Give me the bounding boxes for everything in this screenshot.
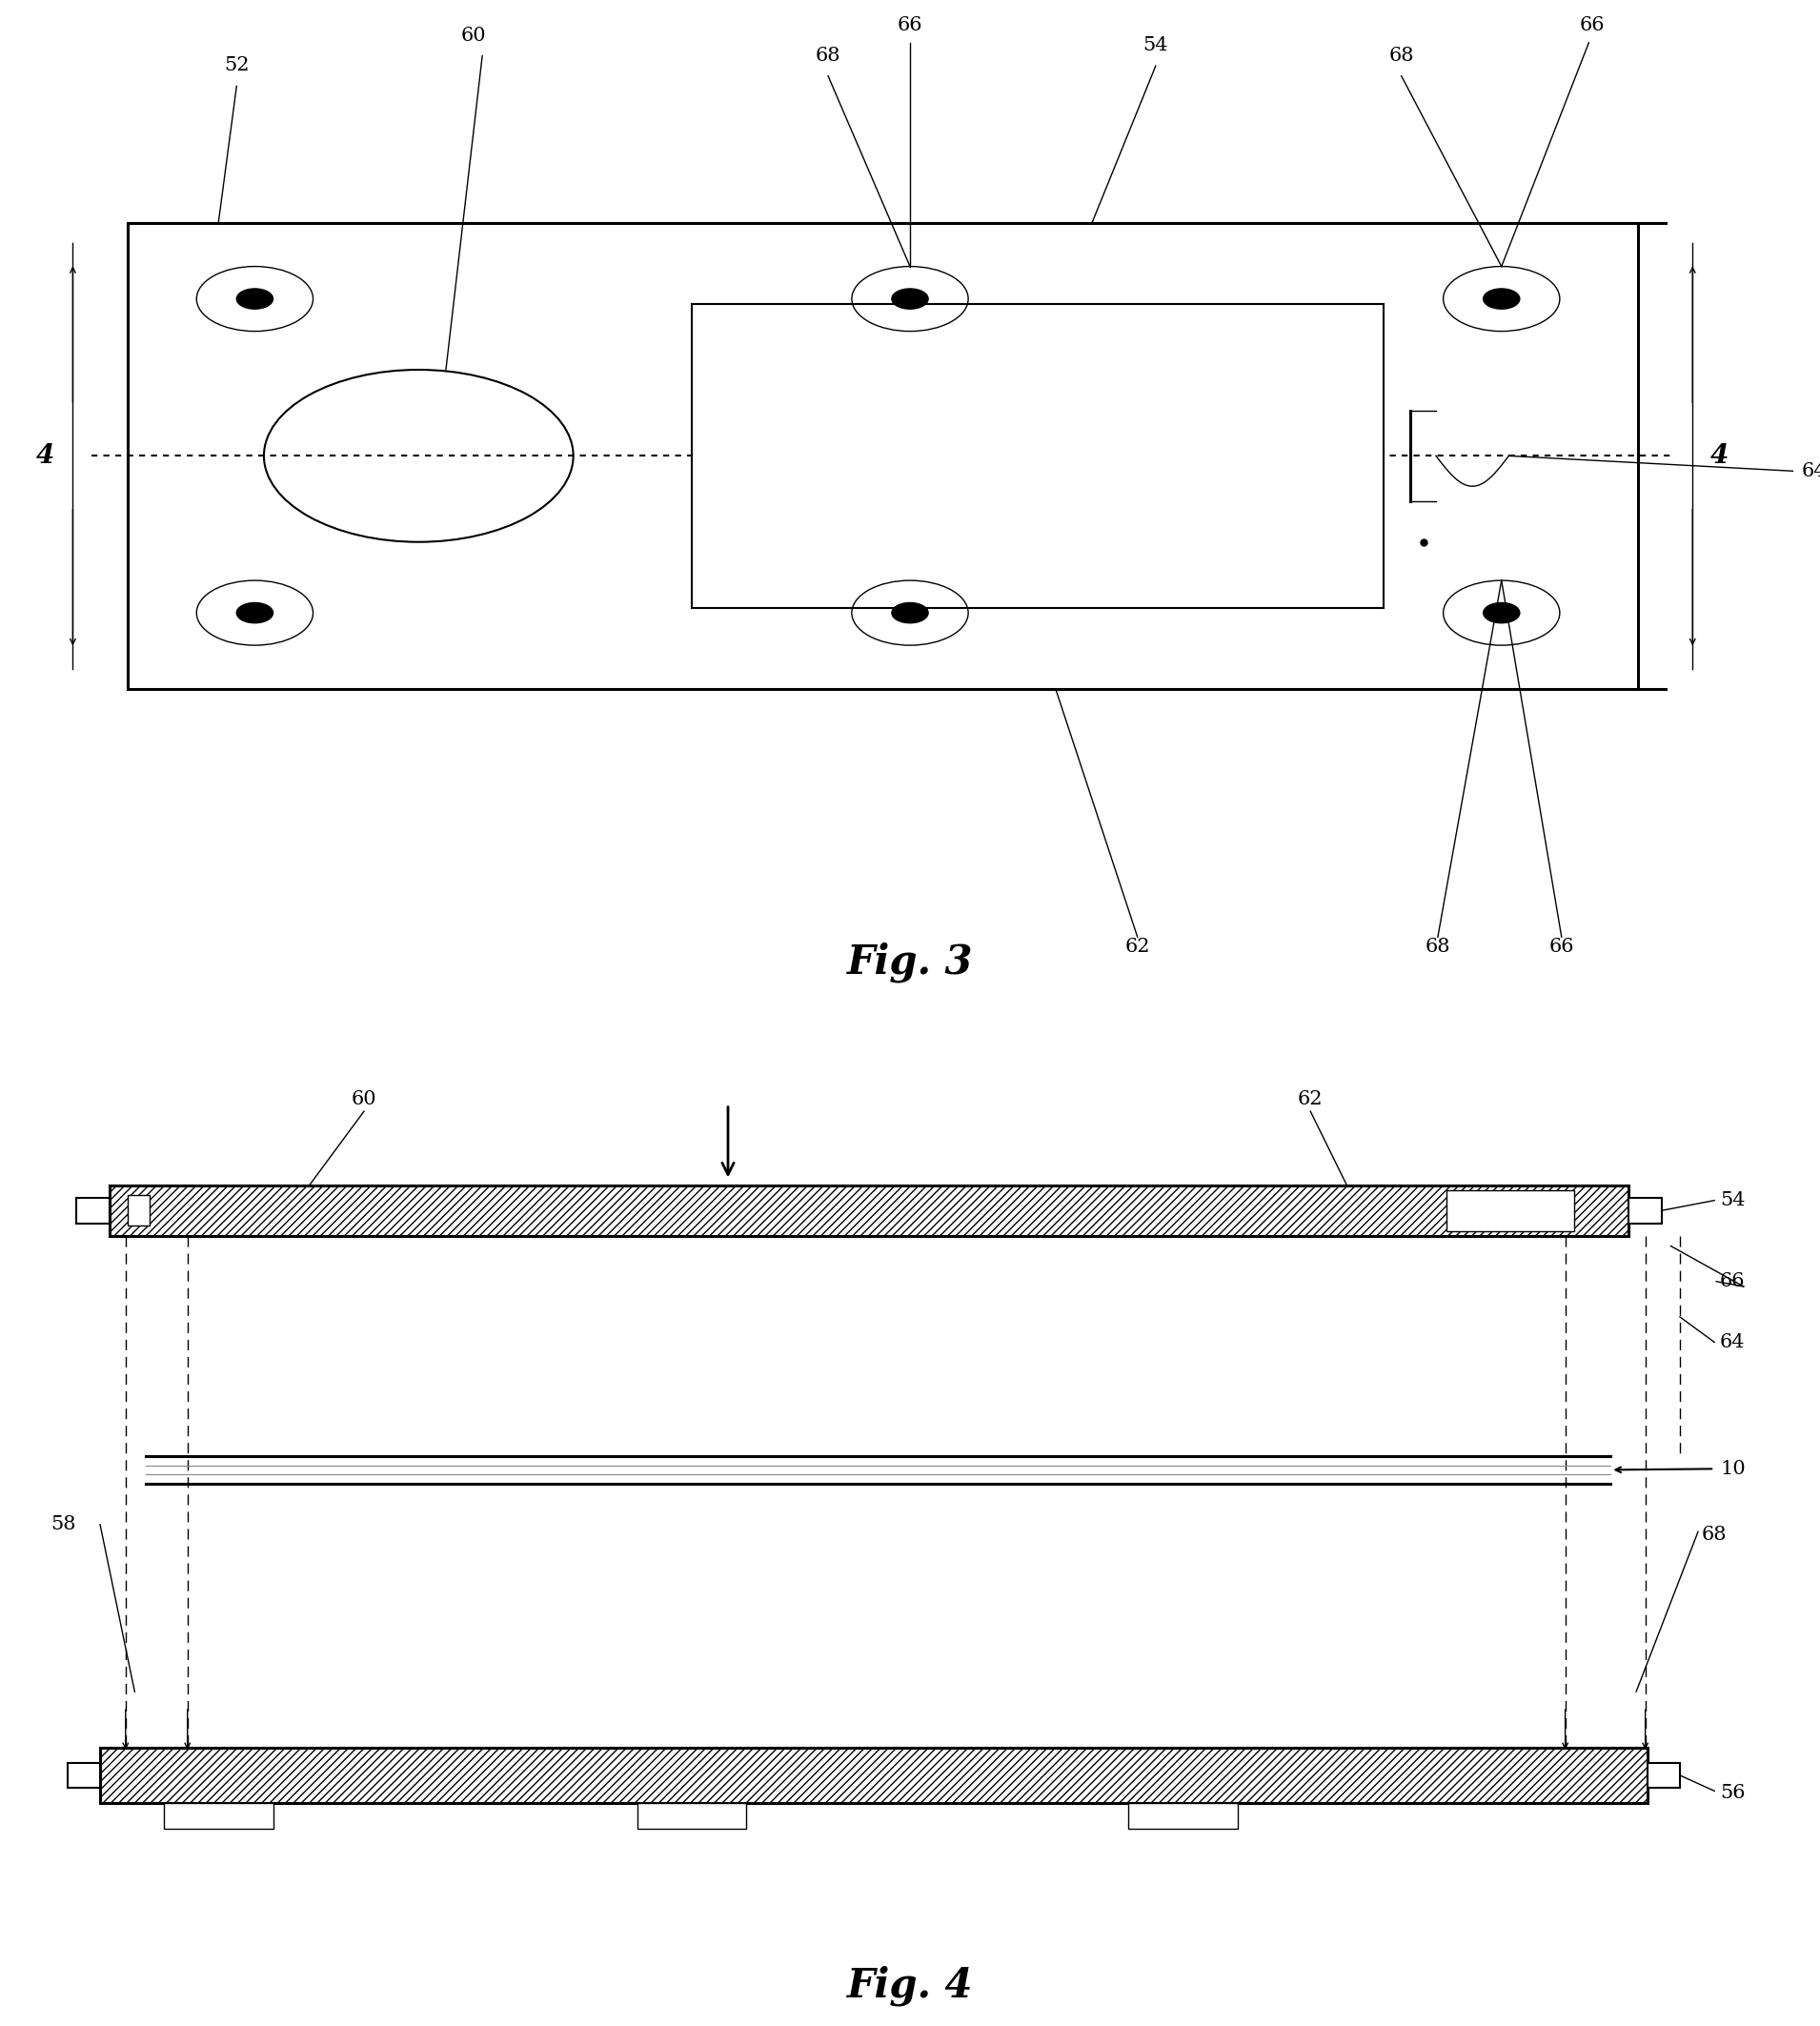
Bar	[1647, 1763, 1680, 1789]
Text: 60: 60	[460, 26, 486, 45]
Text: 54: 54	[1720, 1191, 1745, 1210]
Text: 4: 4	[1711, 444, 1729, 468]
Circle shape	[1483, 604, 1520, 624]
Text: 52: 52	[224, 57, 249, 75]
Text: 4: 4	[36, 444, 55, 468]
Bar	[76, 1197, 109, 1224]
Bar	[1447, 1189, 1574, 1230]
Text: 58: 58	[51, 1515, 76, 1534]
Text: 60: 60	[351, 1090, 377, 1108]
Bar	[127, 223, 1638, 689]
Text: Fig. 3: Fig. 3	[846, 942, 974, 983]
Text: 68: 68	[1389, 47, 1414, 65]
Text: Fig. 4: Fig. 4	[846, 1965, 974, 2006]
Text: 64: 64	[1720, 1333, 1745, 1351]
Circle shape	[892, 288, 928, 310]
Bar	[127, 1195, 149, 1226]
Text: 64: 64	[1802, 462, 1820, 480]
Bar	[164, 1803, 273, 1827]
Circle shape	[892, 604, 928, 624]
Text: 66: 66	[1549, 938, 1574, 956]
Circle shape	[237, 288, 273, 310]
Circle shape	[237, 604, 273, 624]
Text: 68: 68	[1702, 1526, 1727, 1544]
Bar	[1128, 1803, 1238, 1827]
Text: 68: 68	[1425, 938, 1451, 956]
Circle shape	[1483, 288, 1520, 310]
Text: 62: 62	[1298, 1090, 1323, 1108]
Text: 68: 68	[815, 47, 841, 65]
Bar	[109, 1185, 1629, 1236]
Bar	[100, 1746, 1647, 1803]
Text: 54: 54	[1143, 36, 1168, 55]
Text: 56: 56	[1720, 1783, 1745, 1801]
Bar	[692, 304, 1383, 608]
Text: 66: 66	[1580, 16, 1605, 34]
Text: 66: 66	[1720, 1272, 1745, 1291]
Bar	[67, 1763, 100, 1789]
Bar	[1629, 1197, 1662, 1224]
Text: 10: 10	[1720, 1459, 1745, 1477]
Bar	[637, 1803, 746, 1827]
Text: 66: 66	[897, 16, 923, 34]
Text: 62: 62	[1125, 938, 1150, 956]
